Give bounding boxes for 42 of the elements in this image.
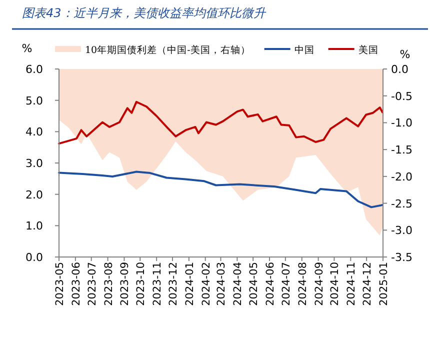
x-tick-label: 2024-10: [329, 262, 342, 306]
x-tick-label: 2023-08: [102, 262, 115, 306]
y2-tick-label: -3.0: [391, 224, 412, 238]
x-tick-label: 2024-02: [200, 262, 212, 306]
y-tick-label: 3.0: [26, 157, 43, 170]
y2-tick-label: -3.5: [391, 251, 412, 264]
x-tick-label: 2023-07: [86, 262, 98, 306]
y2-tick-label: -1.0: [391, 116, 412, 130]
y2-axis-title: %: [400, 48, 410, 61]
x-tick-label: 2024-11: [346, 262, 358, 306]
x-tick-label: 2024-01: [184, 262, 196, 306]
y-tick-label: 5.0: [26, 94, 43, 108]
legend-label: 中国: [294, 44, 314, 56]
x-tick-label: 2024-06: [264, 262, 277, 306]
x-tick-label: 2023-12: [167, 262, 180, 306]
x-tick-label: 2023-09: [119, 262, 132, 306]
x-tick-label: 2025-01: [378, 262, 390, 306]
y2-tick-label: 0.0: [391, 63, 408, 76]
x-tick-label: 2024-04: [232, 262, 244, 306]
y2-tick-label: -1.5: [391, 144, 412, 157]
x-tick-label: 2023-11: [152, 262, 164, 306]
y-axis-title: %: [22, 42, 32, 55]
y-tick-label: 1.0: [26, 220, 43, 233]
y2-tick-label: -0.5: [391, 90, 412, 103]
y2-tick-label: -2.0: [391, 170, 412, 184]
x-tick-label: 2024-07: [280, 262, 292, 306]
x-tick-label: 2024-08: [296, 262, 309, 306]
y-tick-label: 0.0: [26, 251, 43, 264]
legend-label: 美国: [358, 44, 378, 56]
y-tick-label: 6.0: [26, 63, 43, 76]
y2-tick-label: -2.5: [391, 197, 412, 210]
x-tick-label: 2024-05: [248, 262, 260, 306]
y-tick-label: 2.0: [26, 188, 43, 202]
y-tick-label: 4.0: [26, 126, 43, 139]
x-tick-label: 2023-06: [70, 262, 82, 306]
x-tick-label: 2024-09: [313, 262, 326, 306]
x-tick-label: 2023-10: [135, 262, 148, 306]
x-tick-label: 2023-05: [54, 262, 66, 306]
legend-label: 10年期国债利差（中国-美国，右轴）: [85, 44, 250, 56]
chart-title: 图表43：近半月来，美债收益率均值环比微升: [22, 6, 266, 20]
x-tick-label: 2024-03: [216, 262, 228, 306]
x-tick-label: 2024-12: [362, 262, 374, 306]
